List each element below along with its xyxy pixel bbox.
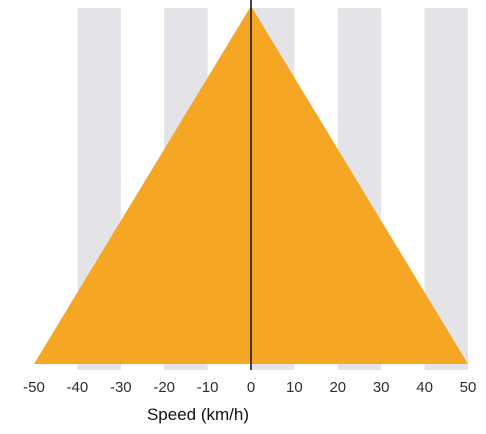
- x-tick-label: 0: [247, 379, 255, 396]
- x-tick-label: -20: [153, 379, 175, 396]
- x-tick-label: 10: [286, 379, 303, 396]
- x-tick-label: -50: [23, 379, 45, 396]
- x-axis-title: Speed (km/h): [147, 405, 249, 424]
- x-axis-ticks: -50 -40 -30 -20 -10 0 10 20 30 40 50: [23, 379, 476, 396]
- x-tick-label: 30: [373, 379, 390, 396]
- x-tick-label: 40: [416, 379, 433, 396]
- x-tick-label: 50: [460, 379, 477, 396]
- x-tick-label: -10: [197, 379, 219, 396]
- x-tick-label: -40: [67, 379, 89, 396]
- x-tick-label: -30: [110, 379, 132, 396]
- x-tick-label: 20: [329, 379, 346, 396]
